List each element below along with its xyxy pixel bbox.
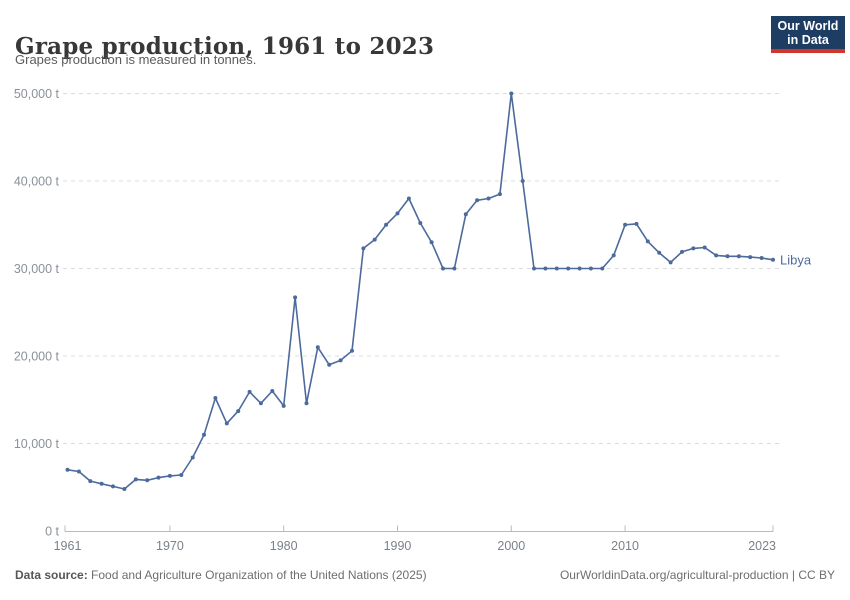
owid-logo-line2: in Data (787, 33, 829, 47)
data-line-libya[interactable] (66, 92, 774, 490)
chart-subtitle: Grapes production is measured in tonnes. (15, 52, 257, 67)
data-point[interactable] (190, 455, 195, 460)
data-point[interactable] (509, 91, 514, 96)
license-badge: CC BY (798, 568, 835, 582)
data-point[interactable] (611, 253, 616, 258)
data-point[interactable] (372, 237, 377, 242)
page-title: Grape production, 1961 to 2023 (15, 33, 435, 61)
series-label-libya: Libya (780, 252, 812, 267)
data-point[interactable] (350, 348, 354, 353)
data-point[interactable] (577, 266, 582, 271)
data-point[interactable] (281, 403, 286, 408)
data-point[interactable] (167, 473, 172, 478)
data-point[interactable] (543, 266, 548, 271)
data-point[interactable] (623, 222, 628, 227)
license-separator: | (788, 568, 799, 582)
data-point[interactable] (315, 345, 320, 350)
x-axis-tick-label: 1970 (156, 539, 184, 553)
data-point[interactable] (145, 478, 150, 483)
x-axis-tick-label: 2010 (611, 539, 639, 553)
y-axis-tick-label: 20,000 t (14, 350, 60, 364)
data-point[interactable] (224, 421, 229, 426)
y-axis-tick-label: 10,000 t (14, 437, 60, 451)
x-axis-tick-label: 2000 (497, 539, 525, 553)
data-point[interactable] (395, 211, 400, 216)
data-point[interactable] (384, 222, 389, 227)
data-point[interactable] (247, 389, 252, 394)
data-point[interactable] (702, 245, 707, 250)
data-point[interactable] (463, 212, 468, 217)
footer-right: OurWorldinData.org/agricultural-producti… (560, 568, 835, 582)
data-point[interactable] (600, 266, 605, 271)
data-point[interactable] (156, 475, 161, 480)
data-point[interactable] (327, 362, 332, 367)
data-source-label: Data source: (15, 568, 88, 582)
owid-link[interactable]: OurWorldinData.org/agricultural-producti… (559, 568, 789, 582)
data-point[interactable] (486, 196, 491, 201)
x-axis-tick-label: 1990 (384, 539, 412, 553)
owid-logo-line1: Our World (777, 19, 839, 33)
data-source: Data source: Food and Agriculture Organi… (15, 568, 427, 582)
data-point[interactable] (634, 221, 639, 226)
data-point[interactable] (293, 295, 298, 300)
data-point[interactable] (213, 396, 218, 400)
data-point[interactable] (668, 260, 673, 265)
data-point[interactable] (258, 401, 263, 406)
data-point[interactable] (441, 266, 445, 271)
data-point[interactable] (497, 192, 502, 197)
data-point[interactable] (270, 389, 275, 393)
data-point[interactable] (179, 473, 184, 477)
data-point[interactable] (475, 198, 480, 203)
data-point[interactable] (714, 253, 719, 258)
data-point[interactable] (236, 409, 241, 414)
data-point[interactable] (748, 255, 753, 260)
data-point[interactable] (361, 246, 366, 251)
data-point[interactable] (429, 240, 434, 245)
x-axis-tick-label: 1961 (54, 539, 82, 553)
data-point[interactable] (111, 484, 115, 489)
data-point[interactable] (588, 266, 593, 271)
data-point[interactable] (452, 266, 457, 271)
data-point[interactable] (304, 401, 309, 406)
data-point[interactable] (202, 432, 206, 437)
data-point[interactable] (736, 254, 741, 259)
data-point[interactable] (65, 467, 70, 472)
data-point[interactable] (520, 179, 525, 183)
data-point[interactable] (554, 266, 559, 271)
owid-logo[interactable]: Our World in Data (771, 16, 845, 53)
data-point[interactable] (133, 477, 138, 482)
data-point[interactable] (532, 266, 536, 271)
data-point[interactable] (691, 246, 696, 251)
y-axis-tick-label: 40,000 t (14, 175, 60, 189)
data-point[interactable] (759, 256, 764, 260)
data-point[interactable] (566, 266, 571, 271)
data-source-text: Food and Agriculture Organization of the… (87, 568, 427, 582)
data-point[interactable] (76, 469, 81, 474)
data-point[interactable] (725, 254, 730, 259)
data-point[interactable] (680, 249, 684, 254)
y-axis-tick-label: 0 t (45, 525, 59, 539)
data-point[interactable] (418, 221, 423, 225)
data-point[interactable] (99, 481, 104, 486)
y-axis-tick-label: 30,000 t (14, 262, 60, 276)
data-point[interactable] (657, 250, 662, 255)
data-point[interactable] (88, 479, 93, 484)
data-point[interactable] (338, 358, 343, 363)
y-axis-tick-label: 50,000 t (14, 87, 60, 101)
x-axis-tick-label: 2023 (748, 539, 776, 553)
data-point[interactable] (406, 196, 411, 201)
data-point[interactable] (771, 257, 775, 262)
data-point[interactable] (645, 239, 650, 244)
x-axis-tick-label: 1980 (270, 539, 298, 553)
chart-footer: Data source: Food and Agriculture Organi… (15, 568, 835, 582)
data-point[interactable] (122, 487, 127, 491)
